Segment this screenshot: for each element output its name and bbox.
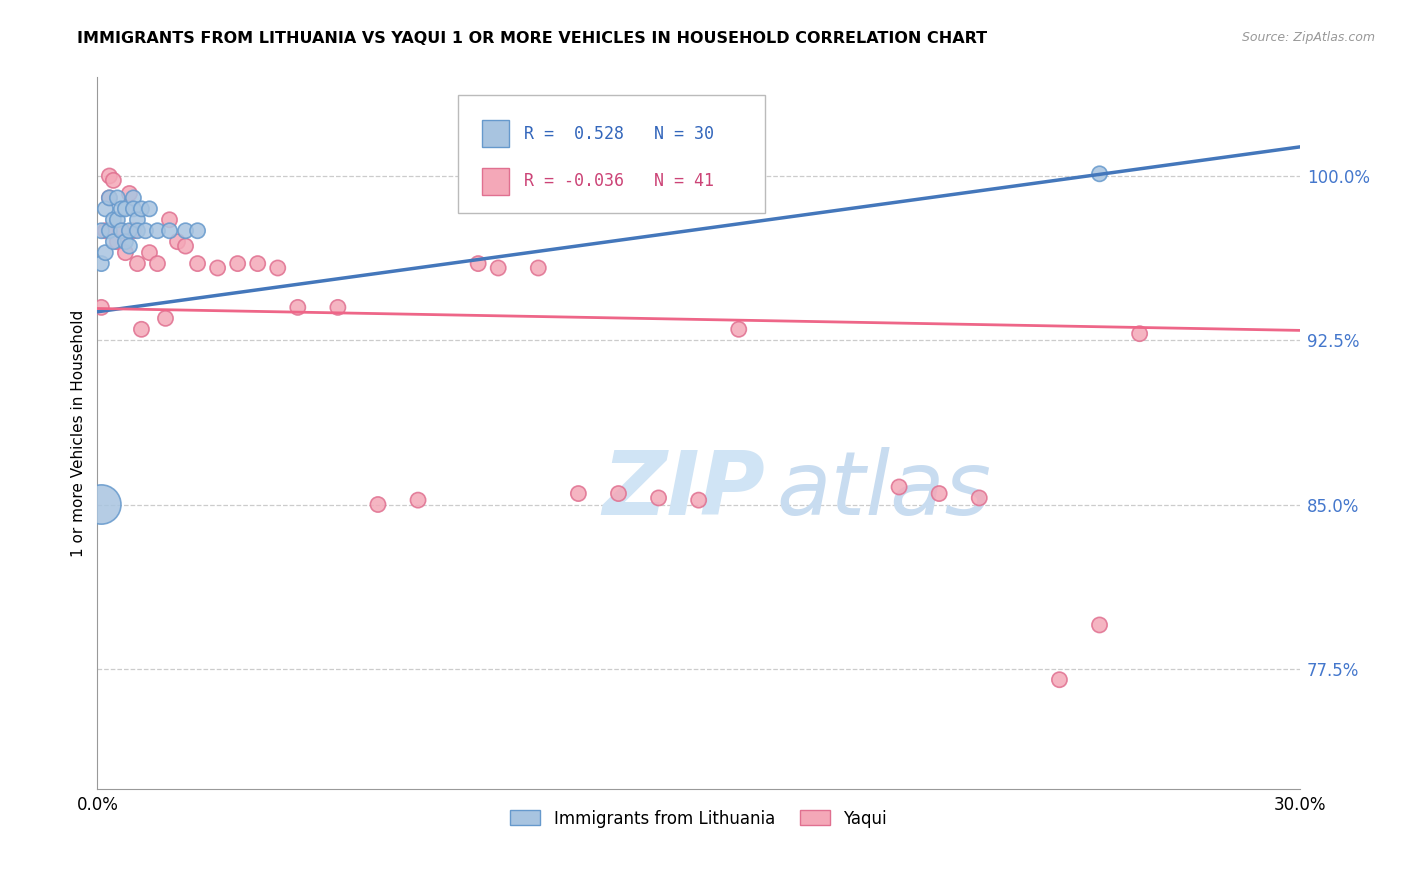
Point [166, 235, 188, 249]
Point [122, 224, 145, 238]
Point [114, 235, 136, 249]
Point [105, 191, 128, 205]
Point [114, 245, 136, 260]
Point [114, 202, 136, 216]
Point [90, 257, 112, 271]
Point [727, 322, 749, 336]
Point [486, 260, 509, 275]
Point [567, 486, 589, 500]
Point [98, 224, 121, 238]
Point [187, 224, 209, 238]
Point [647, 491, 669, 505]
Point [110, 224, 132, 238]
Point [122, 191, 145, 205]
Point [607, 486, 630, 500]
Point [118, 239, 141, 253]
Point [146, 257, 169, 271]
Point [287, 301, 309, 315]
Point [174, 239, 197, 253]
Point [98, 169, 121, 183]
Point [138, 202, 160, 216]
Point [1049, 673, 1071, 687]
Y-axis label: 1 or more Vehicles in Household: 1 or more Vehicles in Household [72, 310, 86, 557]
Point [159, 212, 181, 227]
Point [131, 322, 153, 336]
Text: Source: ZipAtlas.com: Source: ZipAtlas.com [1241, 31, 1375, 45]
Point [127, 257, 149, 271]
Text: R = -0.036   N = 41: R = -0.036 N = 41 [524, 172, 714, 190]
Point [110, 224, 132, 238]
Point [367, 498, 389, 512]
Point [267, 260, 290, 275]
FancyBboxPatch shape [458, 95, 765, 212]
Point [131, 202, 153, 216]
Point [1088, 167, 1111, 181]
Point [207, 260, 229, 275]
Point [187, 257, 209, 271]
Point [94, 245, 117, 260]
Point [174, 224, 197, 238]
Point [105, 212, 128, 227]
Legend: Immigrants from Lithuania, Yaqui: Immigrants from Lithuania, Yaqui [503, 803, 894, 834]
Point [159, 224, 181, 238]
Point [118, 224, 141, 238]
Text: IMMIGRANTS FROM LITHUANIA VS YAQUI 1 OR MORE VEHICLES IN HOUSEHOLD CORRELATION C: IMMIGRANTS FROM LITHUANIA VS YAQUI 1 OR … [77, 31, 987, 46]
Point [110, 202, 132, 216]
Text: ZIP: ZIP [602, 447, 765, 533]
Point [105, 235, 128, 249]
Point [127, 224, 149, 238]
Point [127, 212, 149, 227]
Point [226, 257, 249, 271]
Text: atlas: atlas [778, 447, 991, 533]
Point [103, 173, 125, 187]
Point [688, 493, 710, 508]
Point [527, 260, 550, 275]
Point [887, 480, 910, 494]
Point [1129, 326, 1152, 341]
Point [103, 235, 125, 249]
Point [138, 245, 160, 260]
Point [146, 224, 169, 238]
Point [155, 311, 177, 326]
Point [94, 202, 117, 216]
Point [90, 498, 112, 512]
Point [928, 486, 950, 500]
Point [246, 257, 269, 271]
Text: R =  0.528   N = 30: R = 0.528 N = 30 [524, 125, 714, 143]
Point [98, 191, 121, 205]
Bar [482, 168, 509, 194]
Point [118, 186, 141, 201]
Point [98, 191, 121, 205]
Point [967, 491, 990, 505]
Bar [482, 120, 509, 147]
Point [103, 212, 125, 227]
Point [122, 202, 145, 216]
Point [90, 224, 112, 238]
Point [406, 493, 429, 508]
Point [1088, 618, 1111, 632]
Point [134, 224, 156, 238]
Point [467, 257, 489, 271]
Point [467, 167, 489, 181]
Point [326, 301, 349, 315]
Point [90, 301, 112, 315]
Point [94, 224, 117, 238]
